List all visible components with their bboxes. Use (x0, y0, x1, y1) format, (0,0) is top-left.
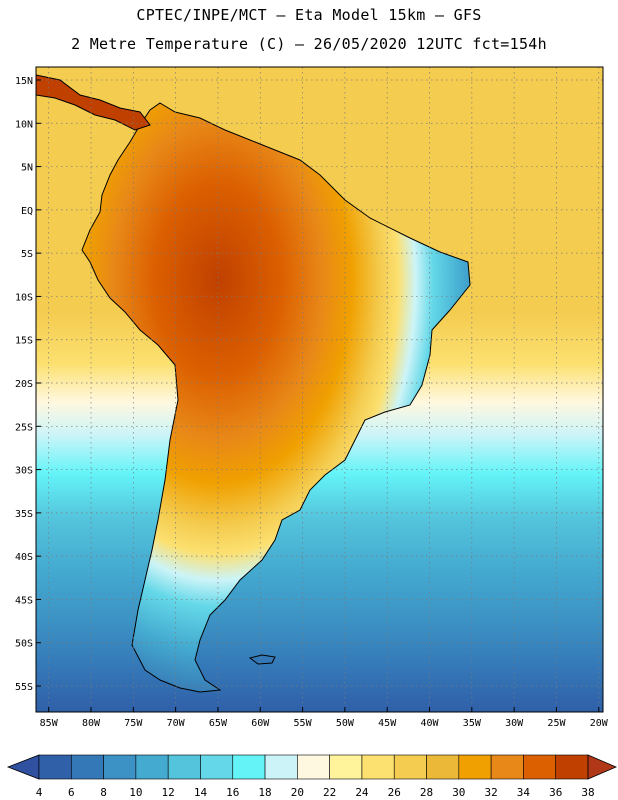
lon-label: 80W (82, 718, 101, 729)
lon-label: 30W (505, 718, 524, 729)
colorbar-swatch (103, 754, 137, 780)
colorbar-label: 4 (36, 786, 43, 799)
lat-label: 45S (15, 595, 33, 606)
lon-label: 35W (463, 718, 482, 729)
colorbar-swatch (329, 754, 363, 780)
colorbar-label: 12 (162, 786, 175, 799)
colorbar-label: 36 (549, 786, 562, 799)
lat-label: 25S (15, 422, 33, 433)
lon-label: 85W (40, 718, 59, 729)
colorbar-labels: 4 6 8 10 12 14 16 18 20 22 24 26 28 30 32 34 36 38 (36, 786, 595, 799)
lat-label: 50S (15, 639, 33, 650)
longitude-axis: 85W 80W 75W 70W 65W 60W 55W 50W 45W 40W 35W 30W 25W 2… (40, 707, 609, 729)
colorbar-label: 24 (355, 786, 369, 799)
latitude-axis: 15N 10N 5N EQ 5S 10S 15S 20S 25S 30S 35S 40S 45S 50S 5… (15, 76, 41, 693)
lon-label: 50W (336, 718, 355, 729)
colorbar-label: 18 (258, 786, 271, 799)
colorbar-label: 32 (484, 786, 497, 799)
colorbar-label: 30 (452, 786, 465, 799)
title-line-2: 2 Metre Temperature (C) – 26/05/2020 12U… (71, 35, 547, 53)
lon-label: 65W (209, 718, 228, 729)
south-america-landmass (81, 102, 471, 693)
lat-label: EQ (21, 206, 33, 217)
central-america-landmass (36, 74, 151, 131)
colorbar-low-arrow (6, 754, 40, 780)
lat-label: 15S (15, 336, 33, 347)
lat-label: 20S (15, 379, 33, 390)
colorbar-label: 22 (323, 786, 336, 799)
lat-label: 5S (21, 249, 33, 260)
colorbar-label: 16 (226, 786, 239, 799)
colorbar-swatch (490, 754, 524, 780)
lat-label: 35S (15, 509, 33, 520)
colorbar-swatch (393, 754, 427, 780)
lon-label: 75W (124, 718, 143, 729)
colorbar-label: 8 (100, 786, 107, 799)
lon-label: 60W (251, 718, 270, 729)
colorbar-label: 26 (388, 786, 401, 799)
colorbar-label: 20 (291, 786, 304, 799)
colorbar-swatch (426, 754, 460, 780)
colorbar-swatch (523, 754, 557, 780)
colorbar-high-arrow (587, 754, 618, 780)
lat-label: 40S (15, 552, 33, 563)
colorbar-swatch (38, 754, 72, 780)
colorbar-swatch (167, 754, 201, 780)
colorbar-swatch (264, 754, 298, 780)
lat-label: 5N (21, 163, 33, 174)
colorbar-label: 6 (68, 786, 75, 799)
colorbar-label: 34 (517, 786, 531, 799)
colorbar-swatch (70, 754, 104, 780)
lat-label: 55S (15, 682, 33, 693)
lon-label: 25W (547, 718, 566, 729)
map-frame (35, 66, 604, 713)
lat-label: 15N (15, 76, 33, 87)
lat-label: 10S (15, 292, 33, 303)
lon-label: 70W (167, 718, 186, 729)
colorbar-label: 38 (581, 786, 594, 799)
lon-label: 40W (420, 718, 439, 729)
title-line-1: CPTEC/INPE/MCT – Eta Model 15km – GFS (136, 6, 482, 24)
colorbar-swatch (200, 754, 234, 780)
lon-label: 45W (378, 718, 397, 729)
colorbar (6, 754, 618, 780)
falkland-islands (248, 654, 276, 665)
colorbar-label: 28 (420, 786, 433, 799)
colorbar-swatch (232, 754, 266, 780)
colorbar-swatch (297, 754, 330, 780)
colorbar-swatch (458, 754, 492, 780)
colorbar-label: 14 (194, 786, 208, 799)
colorbar-swatch (555, 754, 589, 780)
colorbar-label: 10 (129, 786, 142, 799)
lat-label: 30S (15, 466, 33, 477)
colorbar-swatch (135, 754, 169, 780)
lon-label: 55W (294, 718, 313, 729)
lat-label: 10N (15, 119, 33, 130)
colorbar-swatch (361, 754, 395, 780)
lon-label: 20W (590, 718, 609, 729)
